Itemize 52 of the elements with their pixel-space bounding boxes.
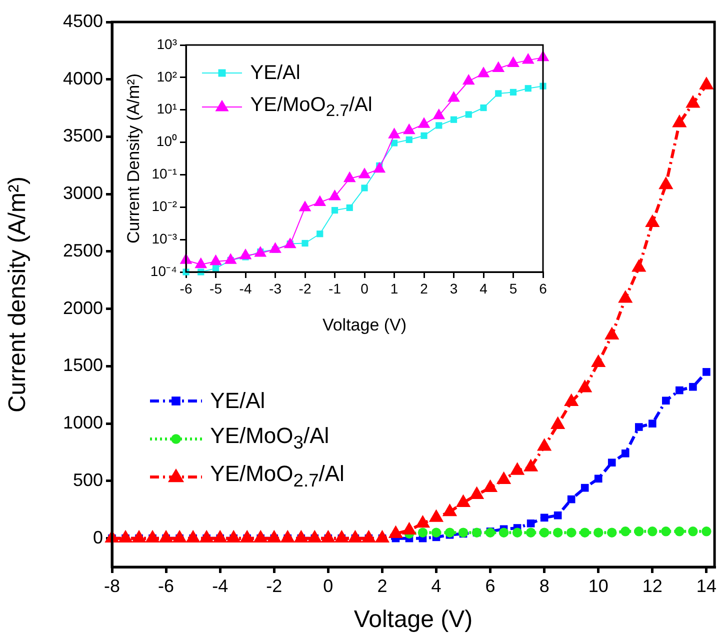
y-axis-title: Current density (A/m²)	[4, 176, 32, 413]
legend-label: YE/MoO$_{3}$/Al	[210, 423, 330, 453]
y-tick-label: 10¹	[156, 100, 178, 117]
x-tick-label: -6	[158, 576, 174, 596]
legend-label: YE/Al	[250, 62, 300, 84]
y-tick-label: 10³	[156, 36, 178, 52]
y-axis-title: Current Density (A/m²)	[124, 73, 143, 244]
y-tick-label: 1000	[62, 412, 103, 433]
y-tick-label: 10⁻²	[152, 198, 178, 214]
y-tick-label: 10²	[156, 68, 178, 84]
y-tick-label: 2000	[62, 298, 103, 318]
x-tick-label: -1	[328, 280, 342, 296]
x-tick-label: -8	[104, 576, 120, 596]
x-tick-label: -4	[239, 280, 252, 296]
x-tick-label: 12	[642, 576, 662, 596]
x-tick-label: 1	[390, 280, 398, 296]
x-tick-label: 3	[450, 280, 458, 296]
x-tick-label: 8	[539, 576, 550, 596]
x-tick-label: 6	[539, 280, 548, 296]
y-tick-label: 10⁻¹	[152, 166, 178, 182]
x-axis-title: Voltage (V)	[354, 606, 473, 634]
x-tick-label: 10	[588, 576, 608, 596]
x-tick-label: -3	[269, 280, 282, 296]
x-tick-label: -2	[298, 280, 312, 296]
x-tick-label: -6	[180, 280, 192, 296]
x-tick-label: 2	[377, 576, 388, 596]
legend-label: YE/MoO$_{2.7}$/Al	[250, 94, 372, 120]
x-tick-label: 5	[509, 280, 518, 296]
y-tick-label: 0	[92, 527, 103, 548]
y-tick-label: 1500	[62, 355, 103, 376]
y-tick-label: 3000	[62, 183, 103, 204]
x-tick-label: 0	[323, 576, 334, 596]
x-tick-label: -2	[266, 576, 282, 596]
y-tick-label: 10⁻³	[152, 230, 178, 246]
x-tick-label: 4	[431, 576, 442, 596]
legend-label: YE/MoO$_{2.7}$/Al	[210, 461, 344, 491]
x-tick-label: 6	[485, 576, 496, 596]
x-tick-label: 14	[696, 576, 716, 596]
legend-label: YE/Al	[210, 388, 266, 413]
y-tick-label: 4500	[62, 10, 103, 31]
y-tick-label: 500	[72, 470, 103, 490]
x-axis-title: Voltage (V)	[322, 315, 407, 334]
x-tick-label: -5	[210, 280, 222, 296]
y-tick-label: 3500	[62, 126, 103, 146]
x-tick-label: -4	[212, 576, 228, 596]
x-tick-label: 4	[480, 280, 488, 296]
y-tick-label: 10⁻⁴	[150, 262, 177, 279]
x-tick-label: 2	[420, 280, 428, 296]
y-tick-label: 10⁰	[156, 133, 177, 150]
x-tick-label: 0	[360, 280, 369, 296]
y-tick-label: 2500	[62, 240, 103, 260]
y-tick-label: 4000	[62, 68, 103, 88]
